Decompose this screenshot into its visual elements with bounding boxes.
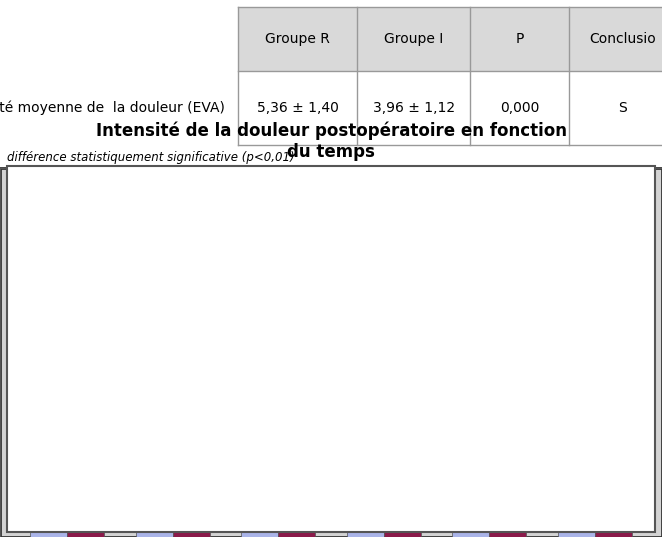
Bar bbox=[384, 323, 421, 537]
Text: différence statistiquement significative (p<0,01): différence statistiquement significative… bbox=[7, 151, 294, 164]
Text: P: P bbox=[516, 32, 524, 46]
Bar bbox=[489, 318, 526, 537]
Text: S: S bbox=[618, 101, 627, 115]
Bar bbox=[278, 329, 315, 537]
Text: Conclusio: Conclusio bbox=[589, 32, 655, 46]
Bar bbox=[347, 273, 384, 537]
Text: Groupe I: Groupe I bbox=[384, 32, 444, 46]
Bar bbox=[0, 168, 662, 537]
Bar bbox=[595, 321, 632, 537]
Bar bbox=[30, 252, 67, 537]
Bar bbox=[558, 294, 595, 537]
Bar bbox=[452, 294, 489, 537]
Bar bbox=[173, 347, 210, 537]
Bar bbox=[238, 8, 662, 71]
Bar bbox=[238, 71, 662, 144]
Bar bbox=[241, 221, 278, 537]
Text: 3,96 ± 1,12: 3,96 ± 1,12 bbox=[373, 101, 455, 115]
Bar bbox=[67, 329, 104, 537]
Text: Groupe R: Groupe R bbox=[265, 32, 330, 46]
Bar bbox=[136, 268, 173, 537]
Text: 0,000: 0,000 bbox=[500, 101, 540, 115]
Text: 5,36 ± 1,40: 5,36 ± 1,40 bbox=[257, 101, 339, 115]
Text: ensité moyenne de  la douleur (EVA): ensité moyenne de la douleur (EVA) bbox=[0, 100, 225, 115]
Title: Intensité de la douleur postopératoire en fonction
du temps: Intensité de la douleur postopératoire e… bbox=[95, 121, 567, 161]
